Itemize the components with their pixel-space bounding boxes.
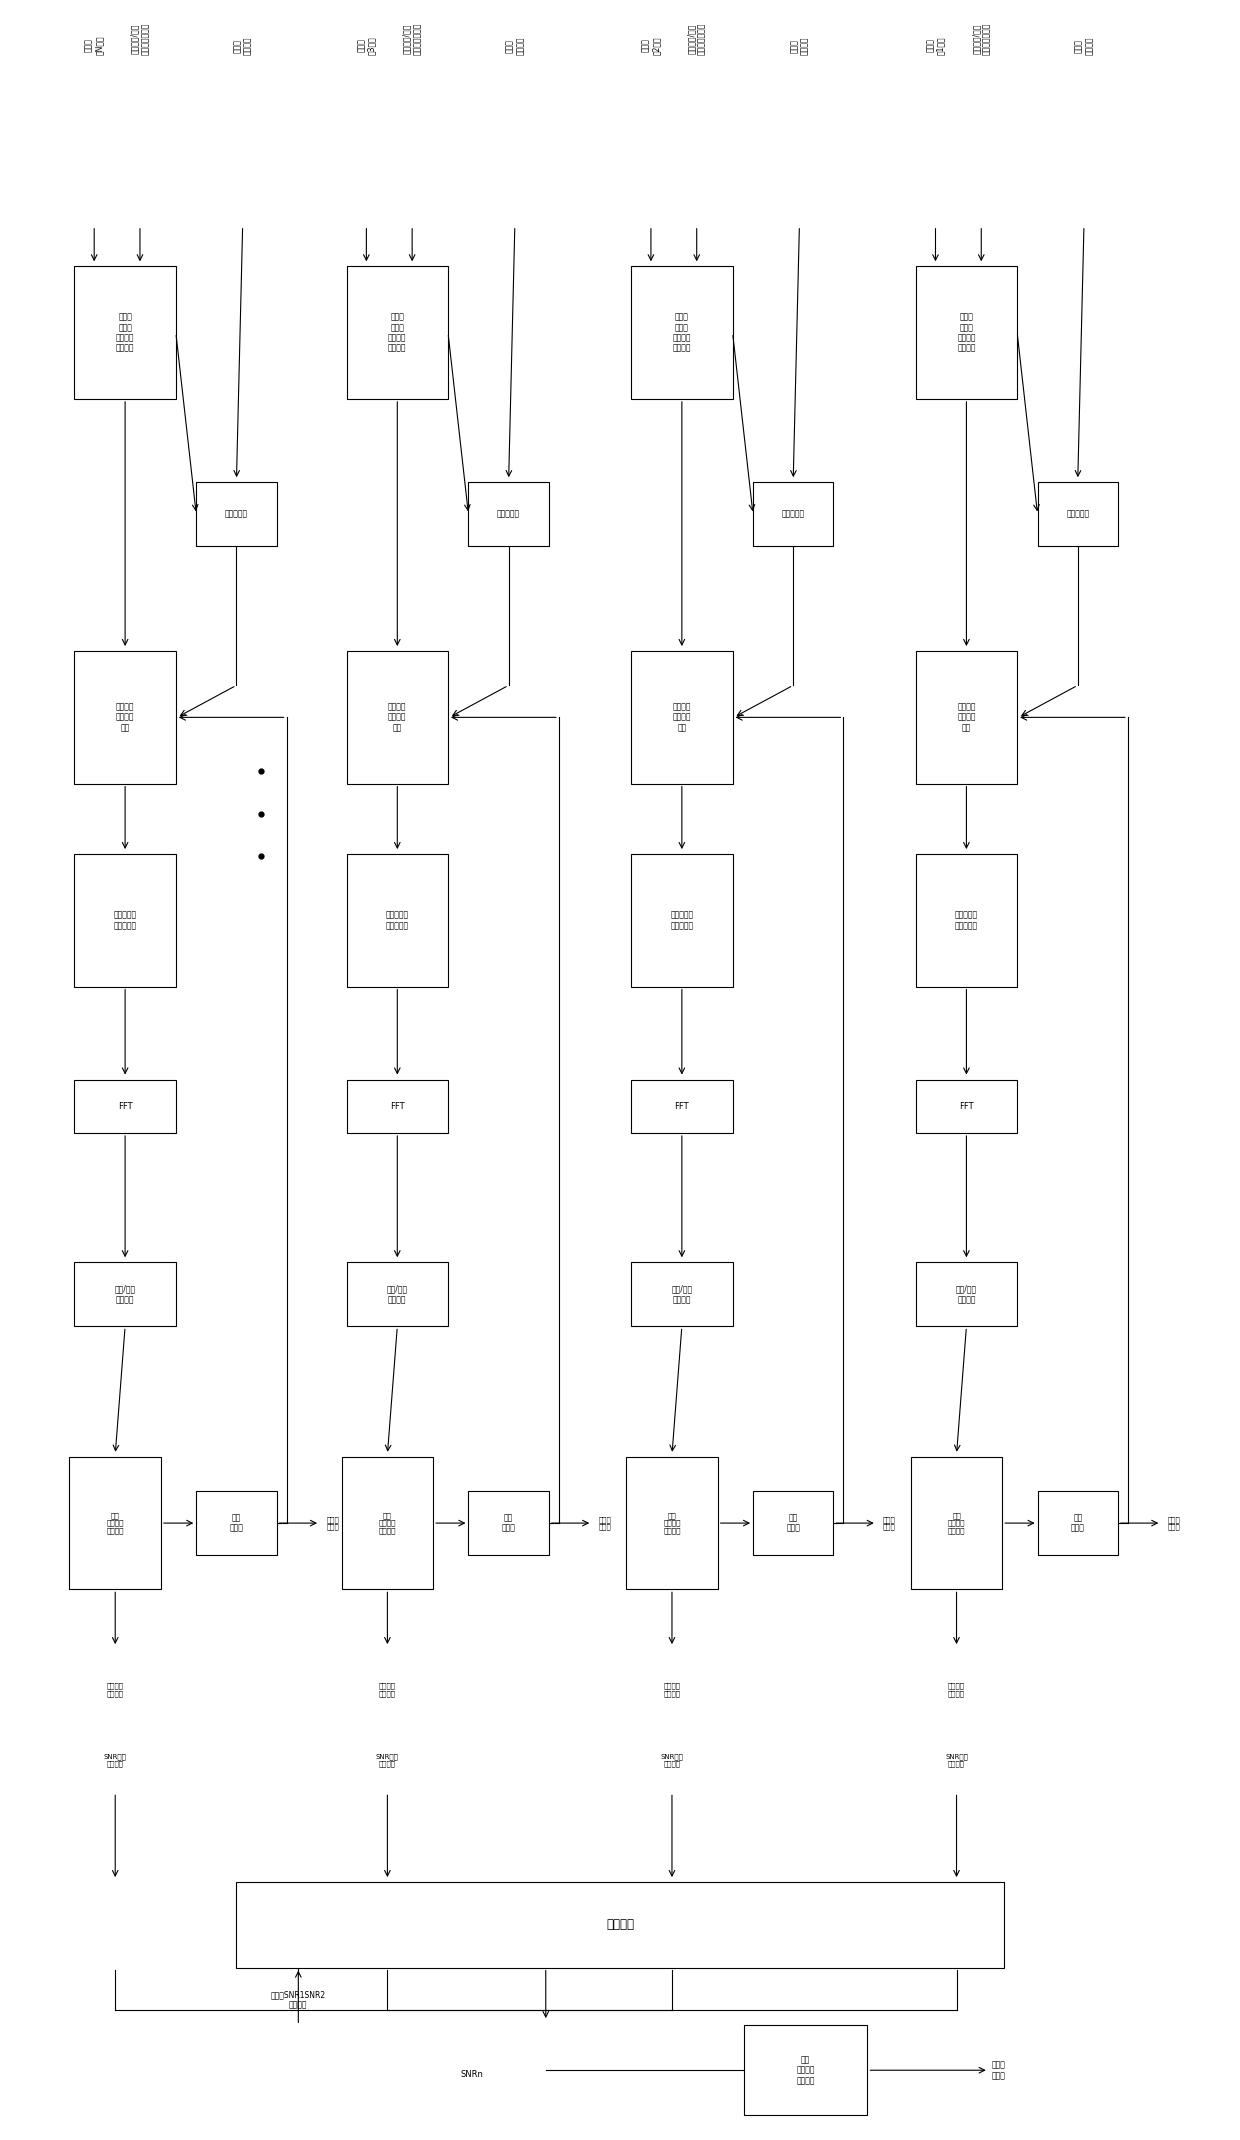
FancyBboxPatch shape (753, 1492, 833, 1556)
Text: 补偿滤波器: 补偿滤波器 (497, 509, 521, 518)
Text: 大孔径
第N波束: 大孔径 第N波束 (84, 34, 104, 56)
FancyBboxPatch shape (915, 1263, 1017, 1327)
Text: 目标回波
等效生成
方法: 目标回波 等效生成 方法 (672, 702, 691, 732)
Text: 大孔径
相控阵
激励电流
分布设计: 大孔径 相控阵 激励电流 分布设计 (672, 312, 691, 353)
FancyBboxPatch shape (74, 651, 176, 783)
FancyBboxPatch shape (346, 1079, 448, 1132)
Text: 处理输出: 处理输出 (606, 1917, 634, 1932)
Text: SNRn: SNRn (460, 2069, 482, 2078)
FancyBboxPatch shape (74, 1263, 176, 1327)
Text: 正交上变频
调制分路器: 正交上变频 调制分路器 (955, 912, 978, 931)
FancyBboxPatch shape (1038, 1492, 1118, 1556)
FancyBboxPatch shape (196, 482, 277, 546)
FancyBboxPatch shape (631, 854, 733, 987)
Text: SNR综合
比较判断: SNR综合 比较判断 (945, 1753, 968, 1768)
Text: 方向角
测量值: 方向角 测量值 (326, 1515, 339, 1530)
Text: 大孔径
参考信号: 大孔径 参考信号 (505, 36, 525, 56)
FancyBboxPatch shape (631, 265, 733, 398)
Text: 正交上变频
调制分路器: 正交上变频 调制分路器 (114, 912, 136, 931)
Text: 大孔径
第2波束: 大孔径 第2波束 (641, 36, 661, 56)
FancyBboxPatch shape (342, 1457, 433, 1590)
FancyBboxPatch shape (631, 1263, 733, 1327)
Text: 基于
互质阵列
稀疏重构: 基于 互质阵列 稀疏重构 (378, 1513, 396, 1534)
Text: 目标回波
等效生成
方法: 目标回波 等效生成 方法 (388, 702, 407, 732)
FancyBboxPatch shape (631, 1079, 733, 1132)
Text: 大孔径
参考信号: 大孔径 参考信号 (790, 36, 808, 56)
Text: 真实目标/杂波
散射点幅相特性: 真实目标/杂波 散射点幅相特性 (687, 21, 707, 56)
FancyBboxPatch shape (915, 1079, 1017, 1132)
FancyBboxPatch shape (469, 1492, 549, 1556)
Text: 大孔径
相控阵
激励电流
分布设计: 大孔径 相控阵 激励电流 分布设计 (115, 312, 134, 353)
Text: 基于
互质阵列
稀疏重构: 基于 互质阵列 稀疏重构 (663, 1513, 681, 1534)
Text: 设定
方向角: 设定 方向角 (229, 1513, 243, 1532)
FancyBboxPatch shape (915, 651, 1017, 783)
FancyBboxPatch shape (74, 265, 176, 398)
FancyBboxPatch shape (196, 1492, 277, 1556)
Text: 正交上变频
调制分路器: 正交上变频 调制分路器 (386, 912, 409, 931)
Text: 真实目标/杂波
散射点幅相特性: 真实目标/杂波 散射点幅相特性 (972, 21, 991, 56)
FancyBboxPatch shape (915, 854, 1017, 987)
Text: 大孔径
参考信号: 大孔径 参考信号 (233, 36, 253, 56)
Text: 真实目标/杂波
散射点幅相特性: 真实目标/杂波 散射点幅相特性 (130, 21, 150, 56)
Text: 方向角
测量值: 方向角 测量值 (883, 1515, 895, 1530)
Text: 大孔径
第3波束: 大孔径 第3波束 (357, 36, 376, 56)
FancyBboxPatch shape (744, 2024, 868, 2114)
Text: 基于
互质阵列
稀疏重构: 基于 互质阵列 稀疏重构 (947, 1513, 965, 1534)
Text: 合格信号
测量结果: 合格信号 测量结果 (949, 1682, 965, 1697)
Text: 各通道SNR1SNR2
测量结果: 各通道SNR1SNR2 测量结果 (270, 1990, 326, 2009)
Text: FFT: FFT (959, 1102, 973, 1111)
Text: 基于
互质阵列
稀疏重构: 基于 互质阵列 稀疏重构 (107, 1513, 124, 1534)
Text: 幅频/相频
均衡滤波: 幅频/相频 均衡滤波 (114, 1284, 135, 1303)
FancyBboxPatch shape (74, 854, 176, 987)
FancyBboxPatch shape (237, 1883, 1003, 1967)
Text: 合格信号
测量结果: 合格信号 测量结果 (107, 1682, 124, 1697)
Text: 大孔径
相控阵
激励电流
分布设计: 大孔径 相控阵 激励电流 分布设计 (957, 312, 976, 353)
Text: 目标回波
等效生成
方法: 目标回波 等效生成 方法 (957, 702, 976, 732)
FancyBboxPatch shape (915, 265, 1017, 398)
FancyBboxPatch shape (626, 1457, 718, 1590)
Text: 设定
方向角: 设定 方向角 (786, 1513, 800, 1532)
Text: 幅频/相频
均衡滤波: 幅频/相频 均衡滤波 (671, 1284, 692, 1303)
Text: 幅频/相频
均衡滤波: 幅频/相频 均衡滤波 (956, 1284, 977, 1303)
Text: 大孔径
相控阵
激励电流
分布设计: 大孔径 相控阵 激励电流 分布设计 (388, 312, 407, 353)
FancyBboxPatch shape (753, 482, 833, 546)
Text: 大孔径
参考信号: 大孔径 参考信号 (1074, 36, 1094, 56)
FancyBboxPatch shape (469, 482, 549, 546)
Text: 合格信号
测量结果: 合格信号 测量结果 (379, 1682, 396, 1697)
Text: 正交上变频
调制分路器: 正交上变频 调制分路器 (671, 912, 693, 931)
Text: 补偿滤波器: 补偿滤波器 (1066, 509, 1089, 518)
FancyBboxPatch shape (1038, 482, 1118, 546)
Text: FFT: FFT (675, 1102, 689, 1111)
Text: SNR综合
比较判断: SNR综合 比较判断 (376, 1753, 399, 1768)
Text: FFT: FFT (118, 1102, 133, 1111)
FancyBboxPatch shape (346, 651, 448, 783)
FancyBboxPatch shape (910, 1457, 1002, 1590)
Text: 方向角
测量值: 方向角 测量值 (1168, 1515, 1180, 1530)
Text: 大孔径
第1波束: 大孔径 第1波束 (926, 36, 945, 56)
Text: 补偿滤波器: 补偿滤波器 (224, 509, 248, 518)
FancyBboxPatch shape (69, 1457, 161, 1590)
Text: 目标回波
等效生成
方法: 目标回波 等效生成 方法 (115, 702, 134, 732)
FancyBboxPatch shape (346, 854, 448, 987)
FancyBboxPatch shape (346, 1263, 448, 1327)
Text: 补偿滤波器: 补偿滤波器 (781, 509, 805, 518)
Text: 基于
互质阵列
稀疏重构: 基于 互质阵列 稀疏重构 (796, 2054, 815, 2084)
Text: SNR综合
比较判断: SNR综合 比较判断 (104, 1753, 126, 1768)
Text: 方向角
测量值: 方向角 测量值 (991, 2061, 1006, 2080)
Text: 设定
方向角: 设定 方向角 (502, 1513, 516, 1532)
Text: 合格信号
测量结果: 合格信号 测量结果 (663, 1682, 681, 1697)
Text: 真实目标/杂波
散射点幅相特性: 真实目标/杂波 散射点幅相特性 (403, 21, 422, 56)
Text: 方向角
测量值: 方向角 测量值 (599, 1515, 611, 1530)
FancyBboxPatch shape (346, 265, 448, 398)
Text: SNR综合
比较判断: SNR综合 比较判断 (661, 1753, 683, 1768)
Text: FFT: FFT (391, 1102, 404, 1111)
Text: 设定
方向角: 设定 方向角 (1071, 1513, 1085, 1532)
FancyBboxPatch shape (631, 651, 733, 783)
Text: 幅频/相频
均衡滤波: 幅频/相频 均衡滤波 (387, 1284, 408, 1303)
FancyBboxPatch shape (74, 1079, 176, 1132)
